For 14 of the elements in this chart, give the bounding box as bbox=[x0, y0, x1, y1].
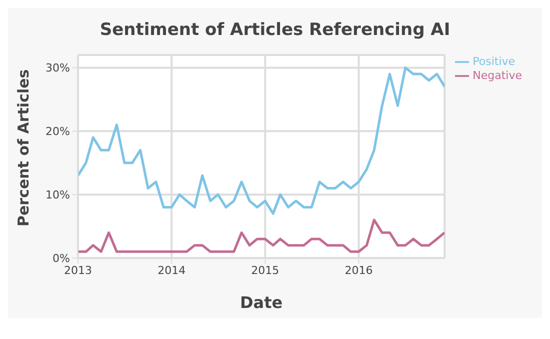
chart-title: Sentiment of Articles Referencing AI bbox=[98, 19, 452, 40]
y-axis-title: Percent of Articles bbox=[14, 69, 32, 226]
y-tick-label: 30% bbox=[46, 62, 70, 75]
line-series bbox=[78, 218, 445, 253]
x-axis-title: Date bbox=[240, 293, 283, 312]
y-tick-label: 0% bbox=[52, 252, 70, 265]
y-tick-label: 10% bbox=[46, 188, 70, 202]
x-tick-label: 2015 bbox=[251, 264, 280, 277]
y-tick-label: 20% bbox=[46, 125, 70, 138]
x-tick-label: 2016 bbox=[344, 264, 373, 277]
x-tick-label: 2014 bbox=[158, 264, 186, 277]
x-tick-label: 2013 bbox=[64, 264, 92, 277]
legend-label: Positive bbox=[472, 55, 516, 68]
legend-label: Negative bbox=[472, 69, 522, 82]
